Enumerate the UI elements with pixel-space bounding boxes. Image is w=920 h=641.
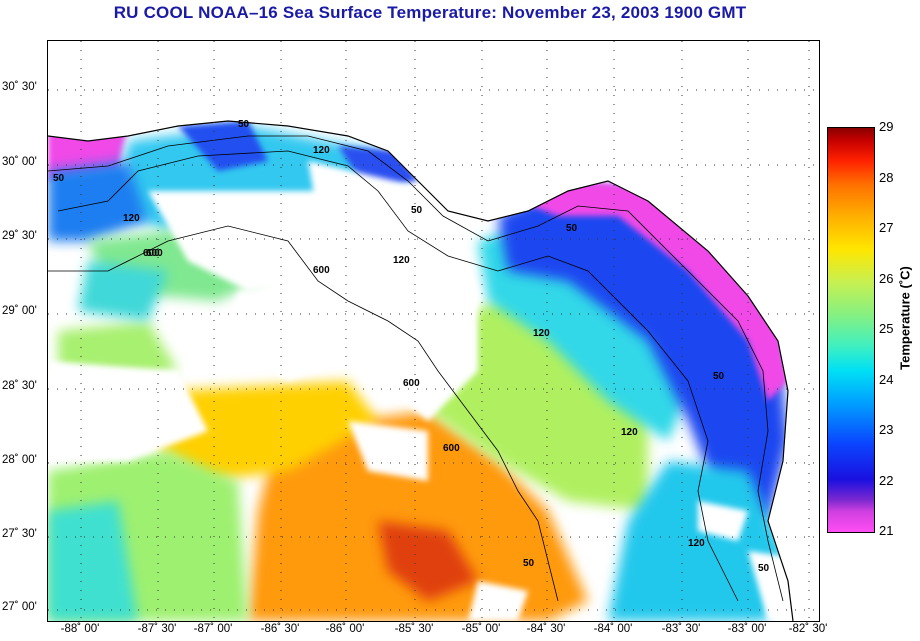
warm-core-red [378, 521, 478, 601]
isobath-label: 120 [313, 145, 330, 156]
latitude-label: 27˚ 00' [2, 601, 37, 613]
longitude-label: -88˚ 00' [60, 623, 100, 635]
isobath-label: 50 [53, 173, 65, 184]
colorbar-tick-label: 27 [879, 220, 894, 235]
colorbar-label: Temperature (˚C) [897, 266, 913, 370]
latitude-label: 30˚ 00' [2, 156, 37, 168]
latitude-label: 30˚ 30' [2, 81, 37, 93]
map-title: RU COOL NOAA–16 Sea Surface Temperature:… [113, 3, 747, 22]
isobath-label: 120 [621, 427, 638, 438]
isobath-label: 120 [688, 538, 705, 549]
southeast-cyan [608, 461, 788, 621]
longitude-label: -85˚ 30' [394, 623, 434, 635]
isobath-label: 50 [411, 205, 423, 216]
isobaths [48, 135, 784, 602]
sst-field [48, 41, 819, 621]
colorbar-tick-label: 25 [879, 321, 894, 336]
warm-region-orange [248, 411, 588, 621]
isobath-label: 600 [146, 248, 163, 259]
latitude-label: 28˚ 00' [2, 454, 37, 466]
longitude-label: -87˚ 30' [137, 623, 177, 635]
colorbar-tick-label: 23 [879, 422, 894, 437]
southwest-cyan [48, 501, 138, 621]
isobath-label: 600 [313, 265, 330, 276]
longitude-label: -84˚ 00' [593, 623, 633, 635]
west-mid-cyan [78, 261, 168, 321]
longitude-label: -85˚ 00' [461, 623, 501, 635]
latitude-label: 29˚ 00' [2, 305, 37, 317]
longitude-label: -86˚ 30' [260, 623, 300, 635]
longitude-label: -82˚ 30' [788, 623, 828, 635]
sst-map-canvas: 50 120 600 50 120 50 120 600 600 50 120 … [48, 41, 819, 621]
colorbar-tick-label: 29 [879, 119, 894, 134]
longitude-label: -83˚ 30' [661, 623, 701, 635]
isobath-label: 600 [443, 443, 460, 454]
colorbar-tick-label: 24 [879, 371, 894, 387]
longitude-label: -83˚ 00' [727, 623, 767, 635]
temperature-colorbar [827, 127, 875, 533]
longitude-label: -87˚ 00' [193, 623, 233, 635]
isobath-label: 50 [566, 223, 578, 234]
colorbar-tick-label: 22 [879, 472, 894, 488]
colorbar-tick-label: 21 [879, 523, 894, 538]
isobath-label: 50 [238, 119, 250, 130]
coastline [48, 120, 794, 621]
isobath-label: 120 [123, 213, 140, 224]
isobath-label: 120 [393, 255, 410, 266]
land-florida-panhandle [48, 41, 819, 621]
northern-blue-patch [178, 121, 268, 171]
latitude-label: 29˚ 30' [2, 230, 37, 242]
isobath-label: 50 [713, 371, 725, 382]
sst-map: 50 120 600 50 120 50 120 600 600 50 120 … [47, 40, 820, 622]
isobath-label: 50 [758, 563, 770, 574]
isobath-label: 600 [403, 378, 420, 389]
longitude-label: -84˚ 30' [526, 623, 566, 635]
colorbar-tick-label: 28 [879, 169, 894, 185]
latitude-label: 27˚ 30' [2, 528, 37, 540]
warm-region-yellow [148, 381, 378, 481]
northwest-blue [48, 161, 148, 241]
colorbar-tick-label: 26 [879, 270, 894, 286]
isobath-label-group: 50 120 600 50 120 50 120 600 600 50 120 … [53, 119, 770, 574]
isobath-label: 120 [533, 328, 550, 339]
longitude-label: -86˚ 00' [325, 623, 365, 635]
latitude-label: 28˚ 30' [2, 380, 37, 392]
isobath-label: 50 [523, 558, 535, 569]
isobath-label: 600 [143, 248, 160, 259]
